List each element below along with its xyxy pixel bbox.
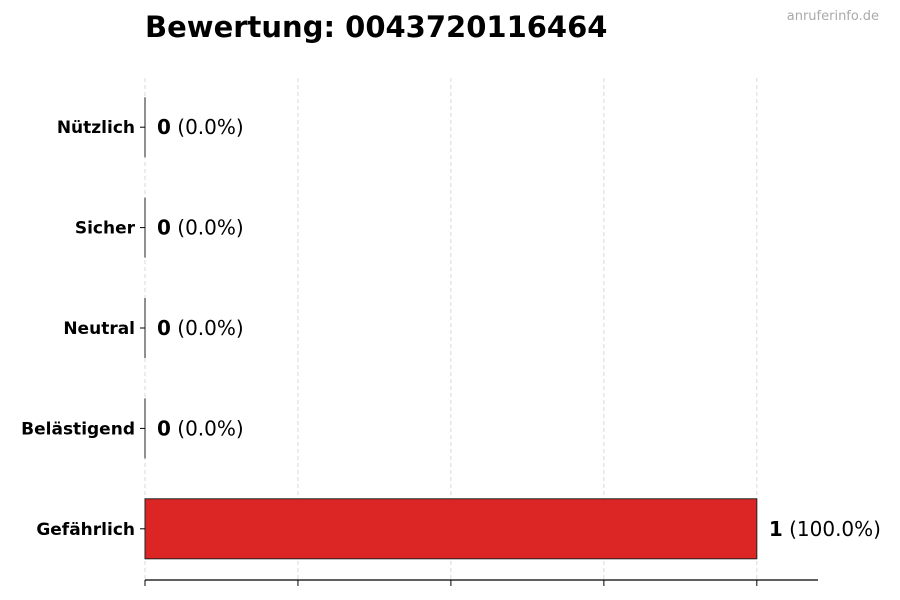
data-label: 1 (100.0%) [769, 517, 881, 541]
category-label: Gefährlich [36, 520, 135, 540]
category-label: Belästigend [21, 419, 135, 439]
data-label-count: 0 [157, 216, 171, 240]
data-label-percent: (0.0%) [171, 216, 244, 240]
data-label-percent: (0.0%) [171, 115, 244, 139]
data-label: 0 (0.0%) [157, 416, 244, 440]
category-label: Neutral [63, 319, 135, 339]
category-label: Nützlich [57, 118, 135, 138]
data-label: 0 (0.0%) [157, 316, 244, 340]
data-label-percent: (0.0%) [171, 416, 244, 440]
data-label-percent: (0.0%) [171, 316, 244, 340]
data-label-count: 1 [769, 517, 783, 541]
data-label-count: 0 [157, 115, 171, 139]
data-label-percent: (100.0%) [783, 517, 881, 541]
chart-title: Bewertung: 0043720116464 [145, 10, 608, 44]
category-label: Sicher [75, 219, 136, 239]
data-label-count: 0 [157, 416, 171, 440]
bar [144, 498, 758, 560]
data-label-count: 0 [157, 316, 171, 340]
data-label: 0 (0.0%) [157, 216, 244, 240]
data-label: 0 (0.0%) [157, 115, 244, 139]
watermark: anruferinfo.de [786, 9, 879, 24]
